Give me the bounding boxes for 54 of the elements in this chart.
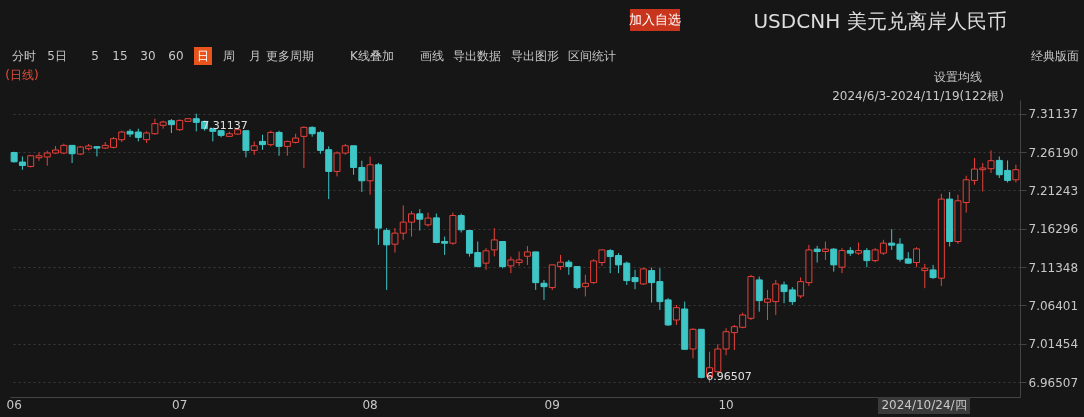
y-tick-label: 7.16296 <box>1028 222 1079 237</box>
candlestick <box>540 279 548 301</box>
candlestick <box>383 227 391 291</box>
candlestick <box>821 241 829 261</box>
candlestick <box>366 155 374 196</box>
y-tick-label: 7.01454 <box>1028 337 1079 352</box>
text: 导出数据 <box>453 49 501 63</box>
text: 5日 <box>47 49 67 63</box>
text: 经典版面 <box>1031 49 1079 63</box>
x-tick-label: 10 <box>718 397 734 412</box>
text: 更多周期 <box>266 49 314 63</box>
y-tick-label: 6.96507 <box>1028 375 1079 390</box>
candlestick <box>863 247 871 268</box>
candlestick <box>689 327 697 359</box>
candlestick <box>523 245 531 266</box>
candlestick <box>913 246 921 268</box>
y-tick-label: 7.31137 <box>1028 107 1079 122</box>
annotation: 2024/6/3-2024/11/19(122根) <box>832 89 1004 103</box>
chart-title: USDCNH 美元兑离岸人民币 <box>753 9 1007 33</box>
y-tick-label: 7.06401 <box>1028 298 1079 313</box>
text: 15 <box>112 49 128 63</box>
text: 2024/10/24/四 <box>881 398 967 412</box>
text: 导出图形 <box>511 49 559 63</box>
x-tick-label: 08 <box>362 397 378 412</box>
candlestick <box>838 247 846 274</box>
text: 30 <box>140 49 156 63</box>
candlestick <box>275 130 283 157</box>
candlestick <box>93 145 101 157</box>
text: 画线 <box>420 49 444 63</box>
candlestick <box>830 247 838 273</box>
y-tick-label: 7.26190 <box>1028 145 1079 160</box>
text: 设置均线 <box>934 70 982 84</box>
x-tick-label: 07 <box>172 397 188 412</box>
candlestick <box>672 304 680 326</box>
text: 分时 <box>12 49 36 63</box>
text: 5 <box>91 49 99 63</box>
candlestick <box>921 263 929 289</box>
x-tick-label: 06 <box>6 397 22 412</box>
text: 日 <box>197 49 209 63</box>
candlestick <box>300 125 308 169</box>
text: 60 <box>168 49 184 63</box>
x-tick-label: 09 <box>544 397 560 412</box>
text: (日线) <box>5 68 39 82</box>
candlestick <box>457 213 465 234</box>
text: 区间统计 <box>568 49 616 63</box>
candlestick <box>242 130 250 158</box>
y-tick-label: 7.21243 <box>1028 183 1079 198</box>
y-tick-label: 7.11348 <box>1028 260 1079 275</box>
candlestick <box>581 274 589 297</box>
candlestick <box>755 276 763 313</box>
candlestick <box>416 208 424 232</box>
text: 周 <box>223 49 235 63</box>
text: K线叠加 <box>350 49 394 63</box>
text: 月 <box>249 49 261 63</box>
